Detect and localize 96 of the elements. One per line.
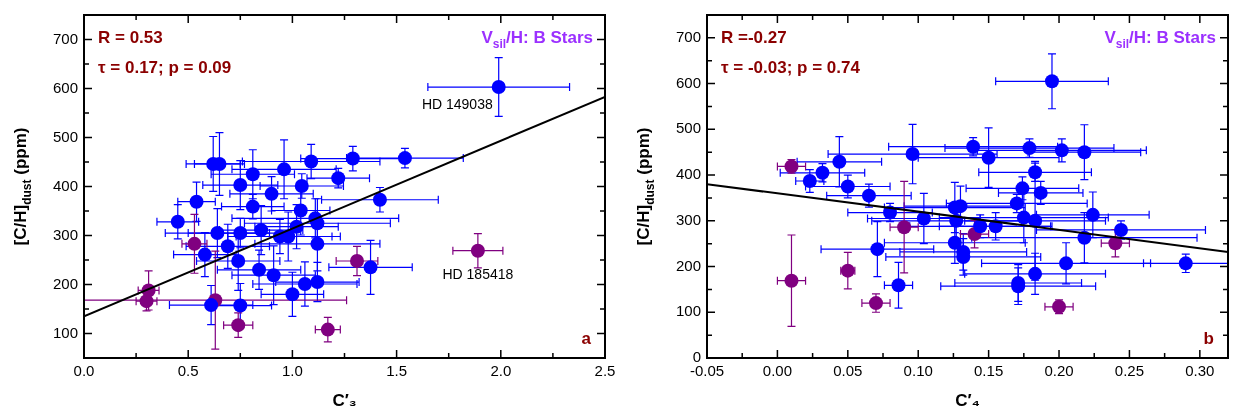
point — [363, 260, 378, 275]
point — [189, 194, 204, 209]
annotation: a — [581, 329, 592, 348]
point — [139, 294, 154, 309]
point — [266, 268, 281, 283]
point — [397, 151, 412, 166]
annotation: b — [1203, 329, 1215, 348]
x-tick-label: 0.20 — [1044, 361, 1074, 379]
y-axis-title: [C/H]dust (ppm) — [11, 127, 35, 246]
point — [210, 226, 225, 241]
point — [973, 219, 988, 234]
point — [372, 192, 387, 207]
x-tick-label: 1.0 — [281, 361, 303, 379]
point — [784, 273, 799, 288]
x-tick-label: 0.05 — [833, 361, 863, 379]
point — [204, 298, 219, 313]
point — [840, 179, 855, 194]
point — [1028, 266, 1043, 281]
x-tick-label: 0.0 — [73, 361, 95, 379]
point — [285, 287, 300, 302]
point — [231, 253, 246, 268]
annotation: HD 185418 — [442, 265, 514, 282]
y-tick-label: 300 — [52, 225, 78, 243]
x-tick-label: 1.5 — [386, 361, 408, 379]
point — [1077, 145, 1092, 160]
annotation: τ = -0.03; p = 0.74 — [721, 58, 861, 77]
point — [170, 214, 185, 229]
point — [304, 154, 319, 169]
point — [220, 239, 235, 254]
x-tick-label: 0.10 — [903, 361, 933, 379]
point — [802, 174, 817, 189]
point — [1015, 181, 1030, 196]
point — [1085, 207, 1100, 222]
annotation: R = 0.53 — [98, 28, 163, 47]
point — [916, 211, 931, 226]
y-tick-label: 300 — [675, 210, 701, 228]
point — [350, 253, 364, 268]
point — [1033, 185, 1048, 200]
y-tick-label: 100 — [52, 323, 78, 341]
point — [1044, 74, 1059, 89]
x-tick-label: 0.5 — [177, 361, 199, 379]
y-tick-label: 500 — [52, 127, 78, 145]
y-tick-label: 400 — [52, 176, 78, 194]
annotation: HD 149038 — [421, 96, 493, 113]
x-tick-label: 0.00 — [762, 361, 793, 379]
point — [254, 223, 269, 238]
y-tick-label: 500 — [675, 119, 701, 137]
point — [861, 188, 876, 203]
point — [245, 167, 260, 182]
point — [1054, 143, 1069, 158]
point — [252, 262, 267, 277]
annotation: τ = 0.17; p = 0.09 — [98, 58, 232, 77]
point — [981, 150, 996, 165]
point — [905, 147, 920, 162]
point — [491, 80, 506, 95]
point — [264, 186, 279, 201]
point — [187, 236, 202, 251]
point — [1059, 256, 1074, 271]
point — [294, 179, 309, 194]
point — [310, 275, 325, 290]
point — [331, 171, 346, 186]
point — [310, 236, 325, 251]
y-tick-label: 700 — [52, 29, 78, 47]
point — [870, 242, 885, 257]
point — [345, 151, 360, 166]
point — [233, 226, 248, 241]
point — [233, 298, 248, 313]
x-tick-label: 2.5 — [594, 361, 616, 379]
x-tick-label: 0.25 — [1114, 361, 1145, 379]
point — [297, 277, 312, 292]
point — [197, 247, 212, 262]
y-axis-title: [C/H]dust (ppm) — [634, 127, 658, 246]
point — [245, 199, 260, 214]
point — [897, 220, 912, 235]
point — [470, 243, 485, 258]
y-tick-label: 200 — [675, 256, 701, 274]
x-tick-label: 0.30 — [1185, 361, 1215, 379]
y-tick-label: 600 — [675, 73, 701, 91]
point — [277, 162, 292, 177]
y-tick-label: 600 — [52, 78, 78, 96]
point — [293, 203, 308, 218]
x-axis-title: C′₃ — [332, 391, 357, 410]
y-tick-label: 100 — [675, 302, 701, 320]
point — [231, 318, 246, 333]
point — [891, 278, 906, 293]
point — [947, 235, 962, 250]
point — [832, 154, 847, 169]
point — [233, 178, 248, 193]
y-tick-label: 700 — [675, 28, 701, 46]
y-tick-label: 400 — [675, 165, 701, 183]
x-axis-title: C′₄ — [955, 391, 980, 410]
x-tick-label: 0.15 — [974, 361, 1004, 379]
x-tick-label: 2.0 — [490, 361, 512, 379]
annotation: R =-0.27 — [721, 28, 787, 47]
y-tick-label: 200 — [52, 274, 78, 292]
point — [320, 322, 335, 337]
